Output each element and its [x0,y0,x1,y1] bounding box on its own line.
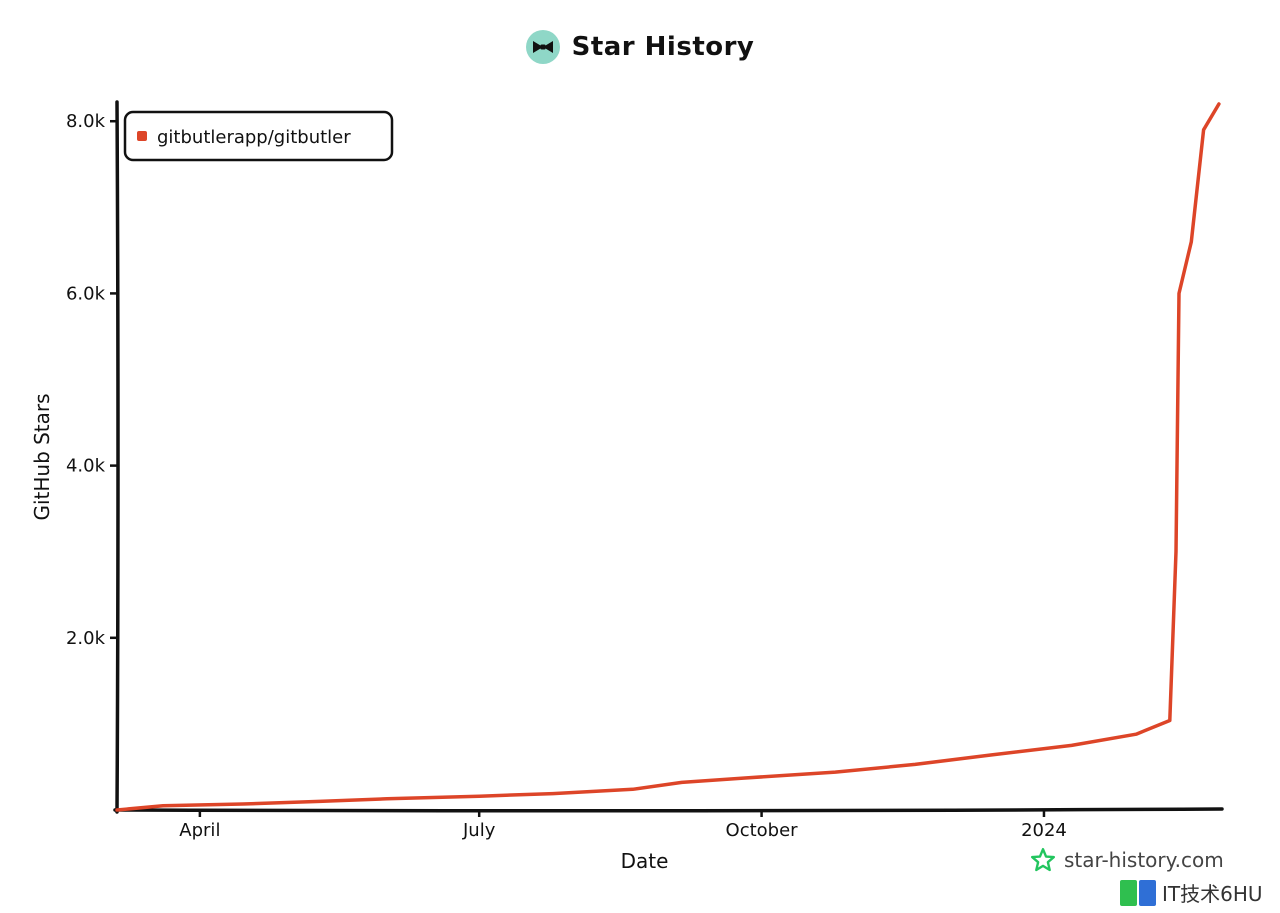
x-tick-label: April [179,820,220,841]
chart-legend: gitbutlerapp/gitbutler [123,110,394,162]
chart-ticks: 2.0k 4.0k 6.0k 8.0k April July October 2024 [66,111,1067,841]
brand-text: IT技术6HU [1162,882,1263,906]
legend-swatch [137,131,147,141]
y-tick-label: 4.0k [66,456,106,477]
bowtie-icon [525,30,560,64]
y-axis-label: GitHub Stars [30,393,54,520]
x-tick-label: July [462,820,496,841]
x-tick-label: October [726,820,799,841]
star-outline-icon [1030,847,1056,872]
chart-axes [113,100,1224,814]
watermark-text: star-history.com [1064,848,1224,872]
legend-box [123,110,394,162]
chart-header: Star History [0,30,1280,64]
chart-title: Star History [571,32,755,62]
y-tick-label: 8.0k [66,111,106,132]
brand-logo-icon [1120,879,1156,906]
x-axis-label: Date [621,849,669,873]
series-line [115,102,1221,812]
y-axis-line [115,100,120,814]
watermark: star-history.com [1030,847,1224,873]
legend-entry: gitbutlerapp/gitbutler [157,127,351,148]
brand-overlay: IT技术6HU [1120,878,1263,907]
x-axis-line [113,807,1224,813]
y-tick-label: 6.0k [66,283,106,304]
x-tick-label: 2024 [1021,820,1067,841]
chart-series [115,102,1221,812]
y-tick-label: 2.0k [66,628,106,649]
